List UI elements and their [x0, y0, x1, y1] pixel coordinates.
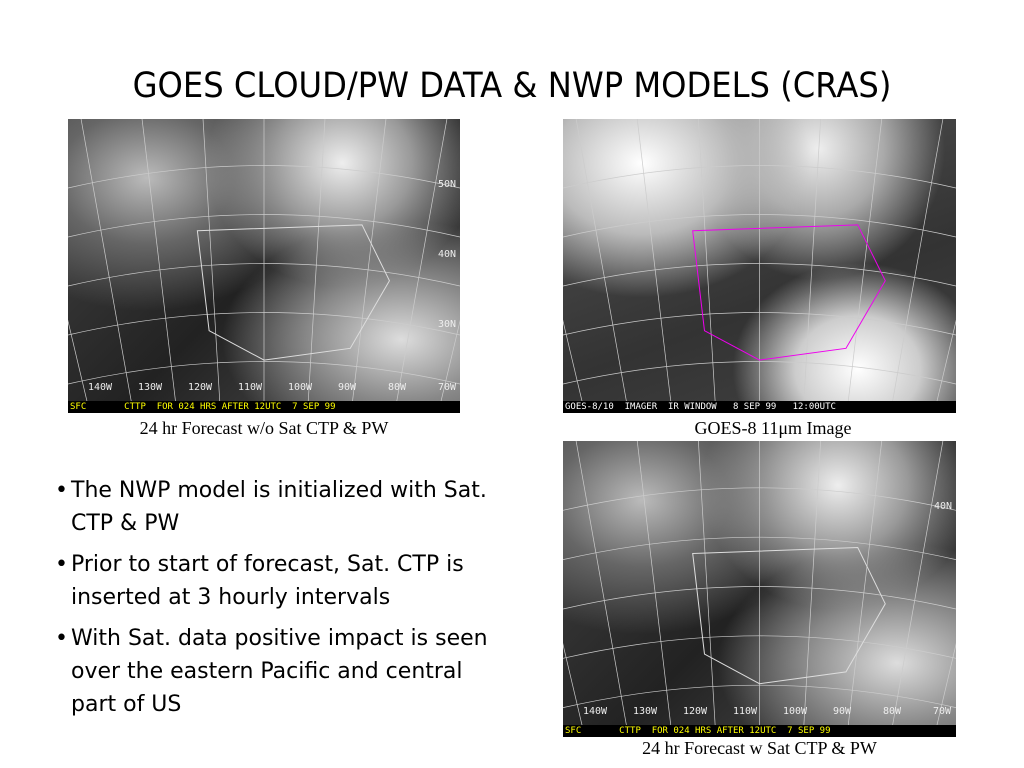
lon-label: 130W	[633, 706, 658, 717]
lon-label: 100W	[783, 706, 808, 717]
bullet: The NWP model is initialized with Sat. C…	[55, 474, 500, 540]
meridian	[890, 441, 944, 737]
meridian	[141, 119, 178, 413]
parallel	[68, 165, 460, 189]
parallel	[68, 361, 460, 385]
meridian	[846, 119, 883, 413]
map-image: 50N 40N 30N 140W 130W 120W 110W 100W 90W 80W 70W SF…	[68, 119, 460, 413]
map-grid	[563, 441, 956, 737]
lon-label: 120W	[188, 382, 213, 393]
image-banner: SFC CTTP FOR 024 HRS AFTER 12UTC 7 SEP 9…	[68, 401, 460, 413]
meridian	[698, 441, 717, 737]
parallel	[563, 684, 956, 709]
lon-label: 90W	[338, 382, 357, 393]
parallel	[563, 263, 956, 287]
meridian	[350, 119, 387, 413]
meridian	[802, 119, 821, 413]
lat-label: 50N	[437, 179, 456, 190]
lon-label: 100W	[288, 382, 313, 393]
meridian	[636, 119, 673, 413]
meridian	[202, 119, 221, 413]
bullet: Prior to start of forecast, Sat. CTP is …	[55, 548, 500, 614]
meridian	[933, 319, 956, 413]
lon-label: 110W	[238, 382, 263, 393]
meridian	[698, 119, 717, 413]
lon-label: 140W	[583, 706, 608, 717]
parallel	[563, 536, 956, 561]
meridian	[68, 319, 91, 413]
meridian	[394, 119, 448, 413]
meridian	[307, 119, 326, 413]
meridian	[802, 441, 821, 737]
meridian	[636, 441, 673, 737]
lon-label: 110W	[733, 706, 758, 717]
lon-label: 80W	[388, 382, 407, 393]
meridian	[933, 642, 956, 737]
parallel	[68, 312, 460, 336]
lon-label: 130W	[138, 382, 163, 393]
lon-label: 90W	[833, 706, 852, 717]
parallel	[563, 635, 956, 659]
lat-label: 40N	[437, 249, 456, 260]
lon-label: 140W	[88, 382, 113, 393]
map-image: 40N 140W 130W 120W 110W 100W 90W 80W 70W SFC CTTP…	[563, 441, 956, 737]
lon-label: 120W	[683, 706, 708, 717]
coastline	[692, 547, 886, 685]
image-caption: 24 hr Forecast w Sat CTP & PW	[642, 738, 877, 758]
meridian	[846, 441, 883, 737]
parallel	[563, 586, 956, 610]
parallel	[68, 214, 460, 238]
lat-label: 30N	[437, 319, 456, 330]
lon-label: 70W	[438, 382, 457, 393]
lat-label: 40N	[933, 501, 952, 512]
meridian	[575, 119, 629, 413]
parallel	[563, 214, 956, 238]
parallel	[563, 165, 956, 189]
meridian	[563, 319, 586, 413]
coastline	[692, 224, 886, 361]
meridian	[563, 642, 586, 737]
map-image: GOES-8/10 IMAGER IR WINDOW 8 SEP 99 12:0…	[563, 119, 956, 413]
coastline	[196, 224, 391, 361]
parallel	[563, 312, 956, 336]
meridian	[890, 119, 944, 413]
image-banner: SFC CTTP FOR 024 HRS AFTER 12UTC 7 SEP 9…	[563, 725, 956, 737]
slide-title: GOES CLOUD/PW DATA & NWP MODELS (CRAS)	[132, 66, 892, 106]
meridian	[80, 119, 134, 413]
bullet: With Sat. data positive impact is seen o…	[55, 622, 500, 721]
bullet-list: The NWP model is initialized with Sat. C…	[55, 474, 500, 729]
lon-label: 70W	[933, 706, 952, 717]
map-grid	[563, 119, 956, 413]
lon-label: 80W	[883, 706, 902, 717]
meridian	[575, 441, 629, 737]
map-grid	[68, 119, 460, 413]
parallel	[68, 263, 460, 287]
image-caption: GOES-8 11μm Image	[694, 418, 852, 438]
image-banner: GOES-8/10 IMAGER IR WINDOW 8 SEP 99 12:0…	[563, 401, 956, 413]
meridian	[437, 319, 460, 413]
parallel	[563, 487, 956, 511]
parallel	[563, 361, 956, 385]
image-caption: 24 hr Forecast w/o Sat CTP & PW	[139, 418, 389, 438]
